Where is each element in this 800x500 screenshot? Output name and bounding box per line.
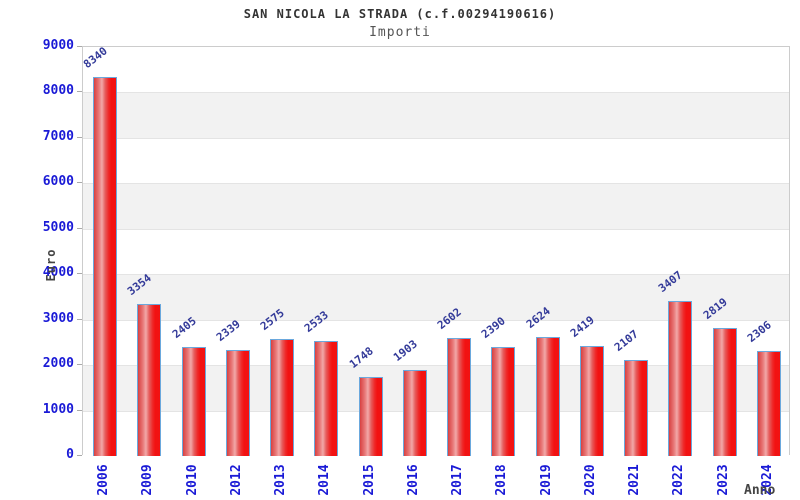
- band: [83, 228, 789, 275]
- gridline: [83, 274, 789, 276]
- x-axis-year-label: 2023: [715, 464, 731, 496]
- gridline: [83, 410, 789, 412]
- y-axis-tick-label: 8000: [42, 83, 74, 99]
- bar-2010: [181, 346, 206, 456]
- y-axis-tick-mark: [77, 455, 82, 456]
- x-axis-year-label: 2014: [317, 464, 333, 496]
- gridline: [83, 319, 789, 321]
- gridline: [83, 137, 789, 139]
- bar-2018: [491, 347, 516, 456]
- y-axis-tick-label: 4000: [42, 265, 74, 281]
- band: [83, 47, 789, 93]
- x-axis-year-label: 2010: [184, 464, 200, 496]
- bar-2013: [270, 338, 295, 456]
- x-axis-year-label: 2009: [140, 464, 156, 496]
- bar-2017: [447, 337, 472, 456]
- bar-2014: [314, 340, 339, 456]
- band: [83, 183, 789, 229]
- y-axis-tick-label: 5000: [42, 219, 74, 235]
- chart-subtitle: Importi: [369, 25, 431, 40]
- y-axis-tick-mark: [77, 364, 82, 366]
- x-axis-year-label: 2021: [627, 464, 643, 496]
- bar-2006: [93, 76, 118, 456]
- x-axis-title: Anno: [744, 483, 776, 498]
- gridline: [83, 228, 789, 230]
- gridline: [83, 365, 789, 367]
- bar-2024: [756, 351, 781, 456]
- x-axis-year-label: 2016: [405, 464, 421, 496]
- y-axis-tick-label: 9000: [42, 38, 74, 53]
- chart-title: SAN NICOLA LA STRADA (c.f.00294190616): [243, 7, 557, 21]
- x-axis-year-label: 2019: [538, 464, 554, 496]
- bar-2009: [137, 303, 162, 456]
- y-axis-tick-mark: [77, 91, 82, 93]
- y-axis-tick-label: 1000: [42, 401, 74, 417]
- y-axis-tick-label: 3000: [42, 310, 74, 326]
- y-axis-tick-mark: [77, 46, 82, 47]
- x-axis-year-label: 2013: [273, 464, 289, 496]
- bar-2020: [579, 346, 604, 456]
- x-axis-year-label: 2015: [361, 464, 377, 496]
- y-axis-tick-mark: [77, 136, 82, 138]
- y-axis-tick-mark: [77, 182, 82, 184]
- gridline: [83, 92, 789, 94]
- bar-2023: [712, 327, 737, 456]
- bar-2022: [668, 301, 693, 456]
- x-axis-year-label: 2022: [671, 464, 687, 496]
- bar-2016: [402, 369, 427, 456]
- band: [83, 137, 789, 184]
- plot-area: [82, 46, 790, 456]
- x-axis-year-label: 2017: [450, 464, 466, 496]
- y-axis-tick-mark: [77, 273, 82, 275]
- x-axis-year-label: 2012: [228, 464, 244, 496]
- y-axis-tick-label: 7000: [42, 128, 74, 144]
- bar-2019: [535, 336, 560, 456]
- bar-2012: [225, 349, 250, 456]
- band: [83, 92, 789, 138]
- y-axis-tick-mark: [77, 318, 82, 320]
- y-axis-title: Euro: [44, 248, 58, 282]
- y-axis-tick-mark: [77, 227, 82, 229]
- x-axis-year-label: 2006: [96, 464, 112, 496]
- y-axis-tick-mark: [77, 409, 82, 411]
- bar-2015: [358, 376, 383, 456]
- y-axis-tick-label: 0: [66, 447, 74, 462]
- gridline: [83, 183, 789, 185]
- x-axis-year-label: 2020: [582, 464, 598, 496]
- bar-2021: [624, 360, 649, 456]
- y-axis-tick-label: 2000: [42, 356, 74, 372]
- y-axis-tick-label: 6000: [42, 174, 74, 190]
- x-axis-year-label: 2018: [494, 464, 510, 496]
